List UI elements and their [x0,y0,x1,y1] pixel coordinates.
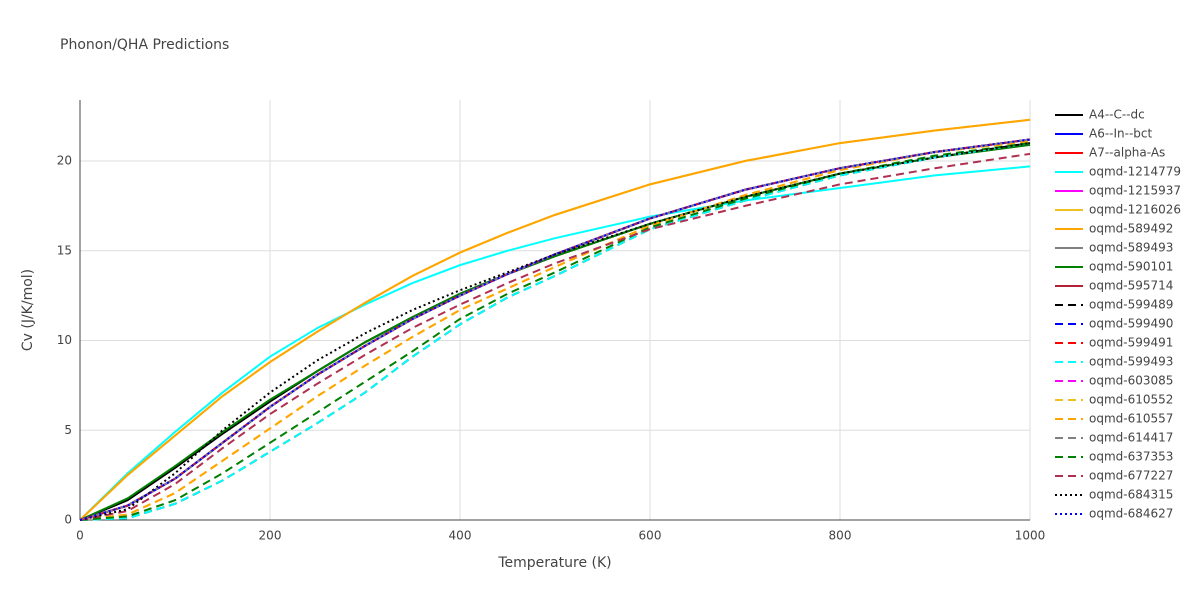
legend-label: oqmd-599490 [1089,317,1173,331]
x-axis-title: Temperature (K) [497,555,611,571]
series-line [79,142,1031,521]
legend-label: oqmd-1216026 [1089,203,1181,217]
legend-label: oqmd-590101 [1089,260,1173,274]
series-line [79,143,1031,521]
legend-label: oqmd-684627 [1089,507,1173,521]
series-line [79,138,1031,521]
legend-label: oqmd-599489 [1089,298,1173,312]
legend-label: oqmd-1215937 [1089,184,1181,198]
x-tick-label: 400 [449,529,472,543]
legend-label: oqmd-1214779 [1089,165,1181,179]
legend-label: A6--In--bct [1089,127,1153,141]
series-line [79,140,1031,521]
legend-label: oqmd-677227 [1089,469,1173,483]
x-tick-label: 0 [76,529,84,543]
legend-label: oqmd-637353 [1089,450,1173,464]
legend-label: oqmd-599493 [1089,355,1173,369]
series-line [79,142,1031,521]
x-tick-label: 600 [639,529,662,543]
y-tick-label: 5 [64,423,72,437]
legend-label: oqmd-599491 [1089,336,1173,350]
series-line [79,152,1031,521]
series-line [79,138,1031,521]
y-tick-label: 15 [57,243,72,257]
series-line [79,138,1031,521]
series-line [79,138,1031,521]
series-line [79,142,1031,521]
legend-label: oqmd-589493 [1089,241,1173,255]
y-tick-label: 0 [64,513,72,527]
series-line [79,140,1031,521]
series-line [79,138,1031,521]
legend-label: oqmd-684315 [1089,488,1173,502]
legend-label: oqmd-610552 [1089,393,1173,407]
series-line [79,138,1031,521]
legend-label: A4--C--dc [1089,108,1145,122]
legend-label: oqmd-614417 [1089,431,1173,445]
x-tick-label: 1000 [1015,529,1046,543]
series-line [79,138,1031,521]
series-line [79,138,1031,521]
series-line [79,138,1031,521]
chart-title: Phonon/QHA Predictions [60,37,229,53]
legend-label: oqmd-610557 [1089,412,1173,426]
y-tick-label: 10 [57,333,72,347]
x-tick-label: 200 [259,529,282,543]
series-line [79,118,1031,521]
x-tick-label: 800 [829,529,852,543]
series-line [79,138,1031,521]
series-line [79,165,1031,521]
y-axis-title: Cv (J/K/mol) [20,269,36,351]
legend-label: oqmd-603085 [1089,374,1173,388]
legend-label: oqmd-595714 [1089,279,1173,293]
series-line [79,142,1031,521]
y-tick-label: 20 [57,154,72,168]
series-line [79,142,1031,521]
legend-label: A7--alpha-As [1089,146,1165,160]
legend-label: oqmd-589492 [1089,222,1173,236]
